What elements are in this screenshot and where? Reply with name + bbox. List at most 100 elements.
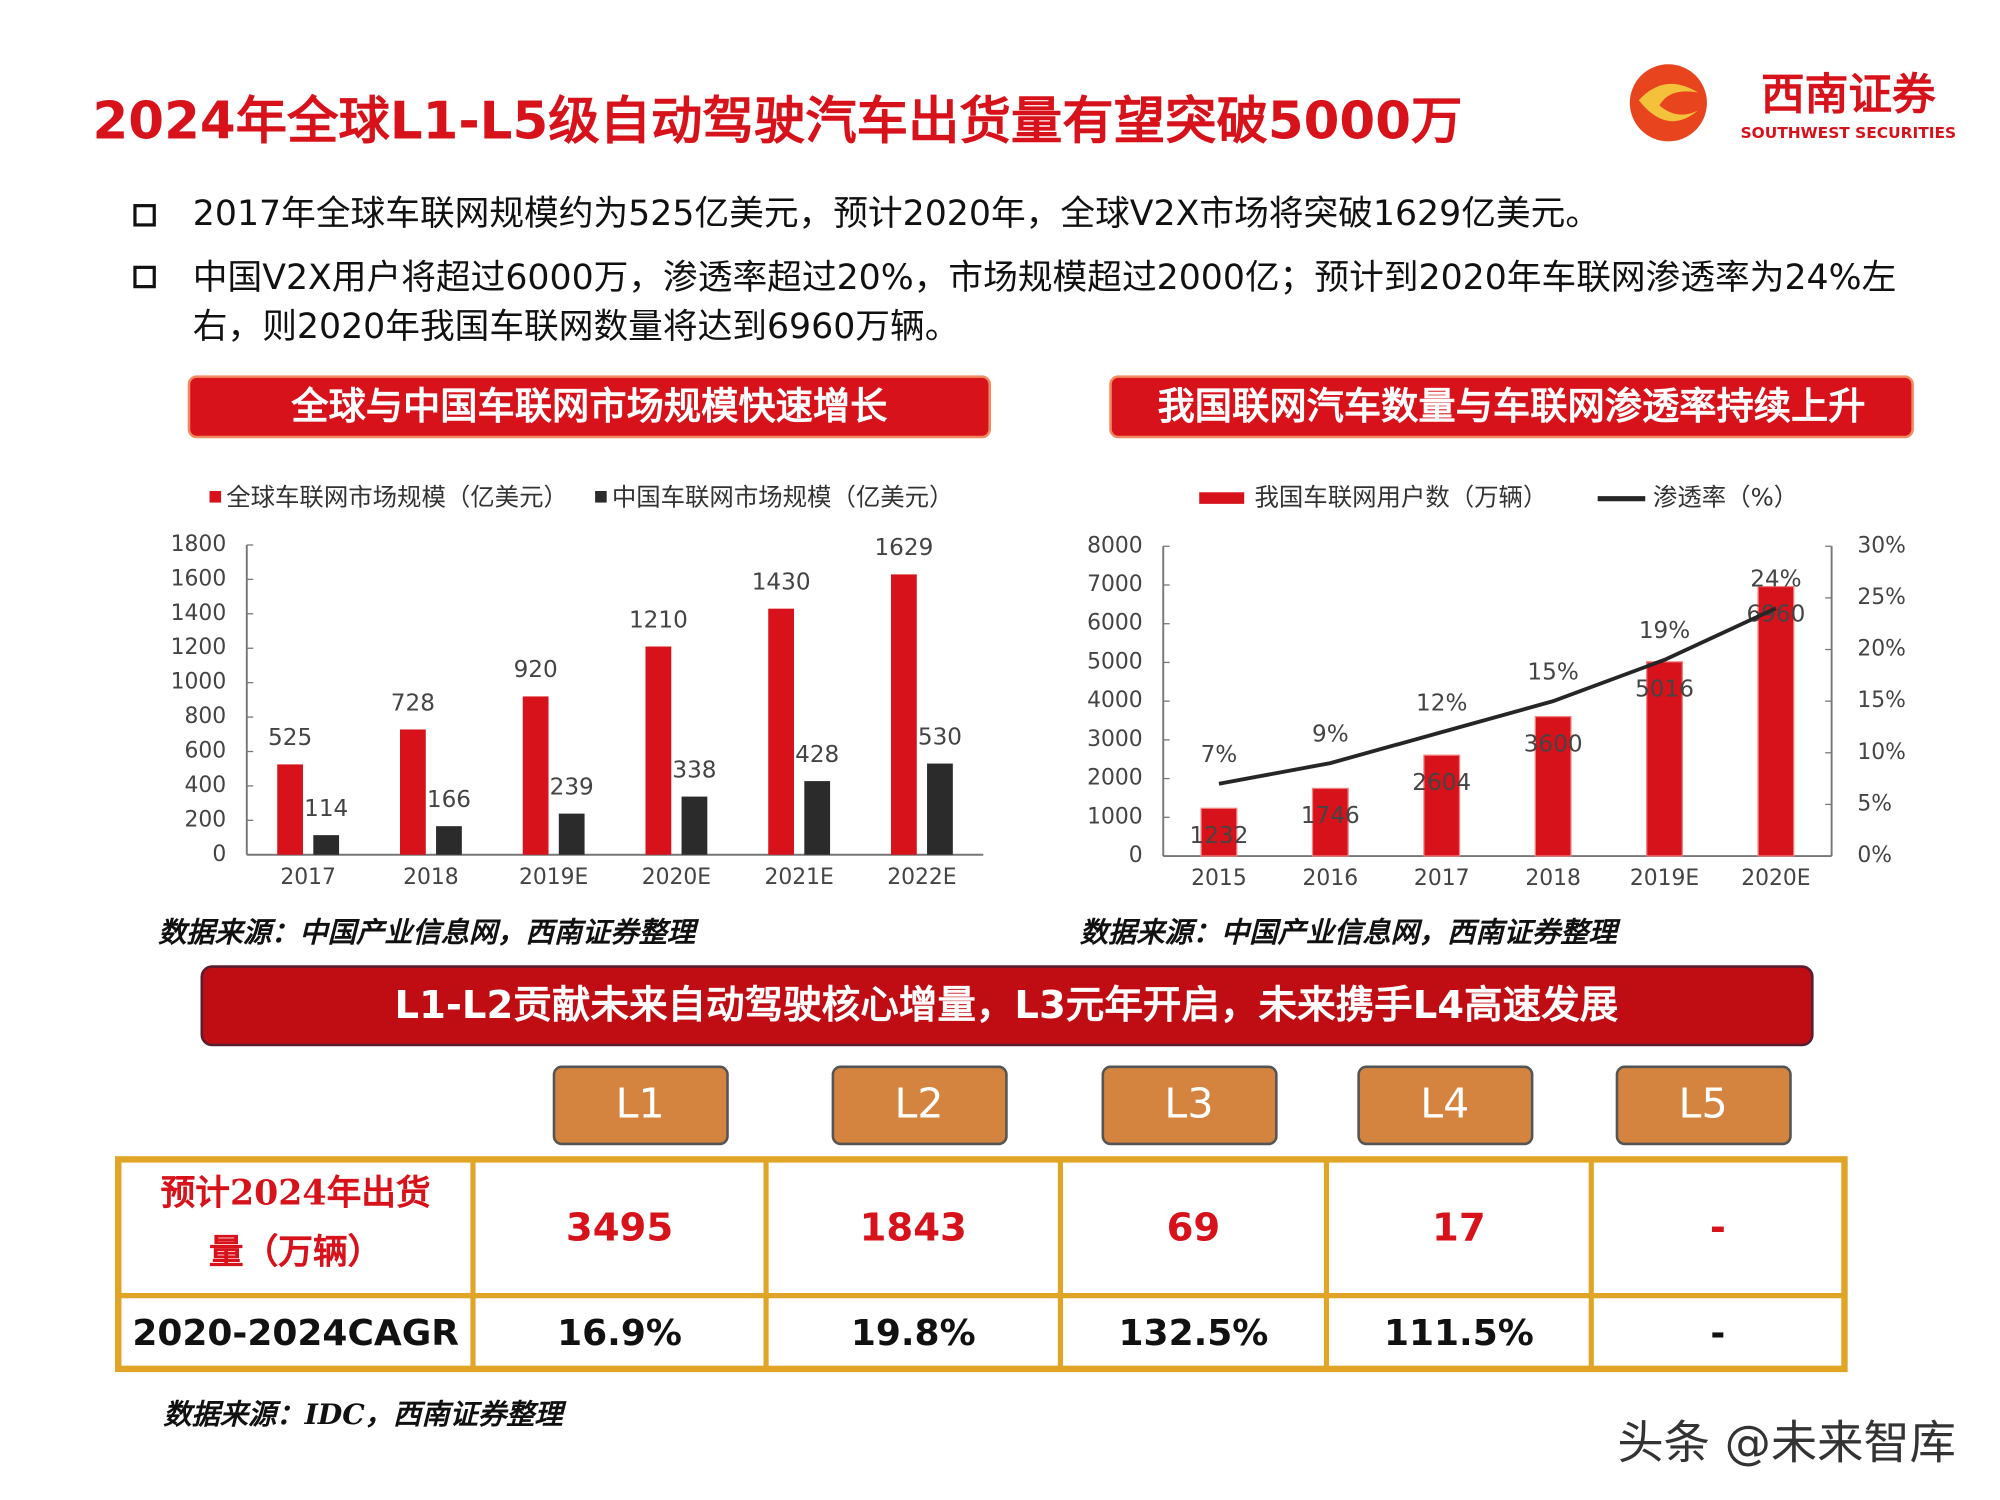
bar (277, 764, 304, 855)
data-label: 1232 (1190, 823, 1249, 849)
level-button (1615, 1065, 1792, 1146)
chart-title: 我国联网汽车数量与车联网渗透率持续上升 (1158, 384, 1866, 428)
x-tick-label: 2022E (887, 865, 956, 890)
y-tick-label: 5000 (1087, 649, 1143, 674)
bar (1757, 585, 1795, 857)
table-cell: 3495 (566, 1206, 673, 1251)
bar (681, 796, 708, 855)
data-label: 525 (268, 725, 312, 751)
y-tick-label: 3000 (1087, 727, 1143, 752)
table-cell: - (1710, 1313, 1725, 1354)
data-label: 239 (550, 774, 594, 800)
legend-label: 全球车联网市场规模（亿美元） (226, 483, 568, 512)
bar (1646, 661, 1683, 857)
data-label: 166 (427, 787, 471, 813)
data-label: 428 (795, 742, 839, 768)
legend-label: 我国车联网用户数（万辆） (1254, 483, 1547, 512)
source: 数据来源：IDC，西南证券整理 (163, 1397, 567, 1431)
bullet: 2017年全球车联网规模约为525亿美元，预计2020年，全球V2X市场将突破1… (192, 194, 1601, 234)
logo-name: 西南证券 (1761, 70, 1936, 121)
y-tick-label: 600 (185, 738, 227, 763)
chart-title: 全球与中国车联网市场规模快速增长 (290, 384, 888, 428)
data-label: 12% (1416, 690, 1467, 716)
table-cell: - (1710, 1206, 1726, 1251)
bar (768, 608, 795, 855)
bar (522, 696, 549, 855)
y-tick-label: 1400 (171, 601, 227, 626)
bar (927, 763, 953, 855)
y-tick-label: 7000 (1087, 572, 1143, 597)
table-cell-text: 预计2024年出货量（万辆） (160, 1173, 431, 1273)
y-tick-label: 6000 (1087, 611, 1143, 636)
level-label: L1 (616, 1080, 665, 1128)
bar (558, 813, 585, 855)
data-label: 24% (1750, 566, 1801, 592)
level-label: L4 (1420, 1080, 1469, 1128)
y-tick-label: 1000 (171, 670, 227, 695)
x-tick-label: 2018 (1525, 866, 1581, 891)
chart-title-box (187, 375, 992, 439)
bar (436, 826, 462, 855)
y2-tick-label: 20% (1857, 637, 1906, 662)
chart-title-box (1109, 375, 1914, 439)
data-label: 1746 (1301, 803, 1360, 829)
logo-english: SOUTHWEST SECURITIES (1741, 124, 1957, 142)
y-tick-label: 0 (212, 842, 226, 867)
y-tick-label: 1000 (1087, 804, 1143, 829)
logo-icon (1629, 64, 1707, 142)
legend-swatch (1199, 492, 1245, 504)
table-cell: 17 (1432, 1206, 1486, 1251)
bar (890, 574, 917, 855)
bullet: 中国V2X用户将超过6000万，渗透率超过20%，市场规模超过2000亿；预计到… (193, 258, 1896, 347)
y2-tick-label: 0% (1857, 843, 1892, 868)
level-button (552, 1065, 729, 1146)
bar (804, 781, 831, 855)
y-tick-label: 400 (185, 773, 227, 798)
table-cell: 2020-2024CAGR (132, 1313, 459, 1354)
y2-tick-label: 10% (1857, 740, 1906, 765)
data-label: 1629 (874, 535, 933, 561)
data-label: 19% (1639, 618, 1690, 644)
data-label: 9% (1312, 721, 1349, 747)
y-tick-label: 4000 (1087, 688, 1143, 713)
y-tick-label: 800 (185, 704, 227, 729)
y-tick-label: 1800 (171, 532, 227, 557)
data-label: 5016 (1635, 677, 1694, 703)
bullet-box (133, 204, 156, 227)
y-tick-label: 0 (1129, 843, 1143, 868)
data-label: 1210 (629, 607, 688, 633)
x-tick-label: 2016 (1303, 866, 1359, 891)
data-label: 530 (918, 724, 962, 750)
table-cell: 132.5% (1119, 1313, 1269, 1354)
banner (200, 965, 1814, 1047)
data-label: 3600 (1524, 731, 1583, 757)
line (1218, 606, 1777, 786)
y-tick-label: 1200 (171, 635, 227, 660)
bar (1534, 716, 1572, 857)
level-label: L5 (1679, 1080, 1728, 1128)
x-tick-label: 2017 (280, 865, 336, 890)
table-frame (115, 1156, 1848, 1373)
x-tick-label: 2021E (764, 865, 833, 890)
table-cell: 111.5% (1384, 1313, 1534, 1354)
table-cell: 预计2024年出货量（万辆） (160, 1173, 431, 1273)
bullet-text: 2017年全球车联网规模约为525亿美元，预计2020年，全球V2X市场将突破1… (192, 194, 1601, 234)
y-tick-label: 1600 (171, 566, 227, 591)
legend-label: 渗透率（%） (1653, 483, 1798, 512)
y2-tick-label: 30% (1857, 533, 1906, 558)
table-cell: 19.8% (851, 1313, 976, 1354)
data-label: 2604 (1412, 770, 1471, 796)
title: 2024年全球L1-L5级自动驾驶汽车出货量有望突破5000万 (93, 92, 1463, 152)
data-label: 728 (391, 690, 435, 716)
x-tick-label: 2017 (1414, 866, 1470, 891)
y2-tick-label: 25% (1857, 585, 1906, 610)
chart-source: 数据来源：中国产业信息网，西南证券整理 (158, 915, 700, 949)
y-tick-label: 2000 (1087, 766, 1143, 791)
x-tick-label: 2019E (519, 865, 588, 890)
data-label: 114 (304, 796, 348, 822)
logo-swirl (1638, 83, 1698, 122)
y2-tick-label: 5% (1857, 791, 1892, 816)
data-label: 1430 (752, 569, 811, 595)
bar (645, 646, 672, 855)
